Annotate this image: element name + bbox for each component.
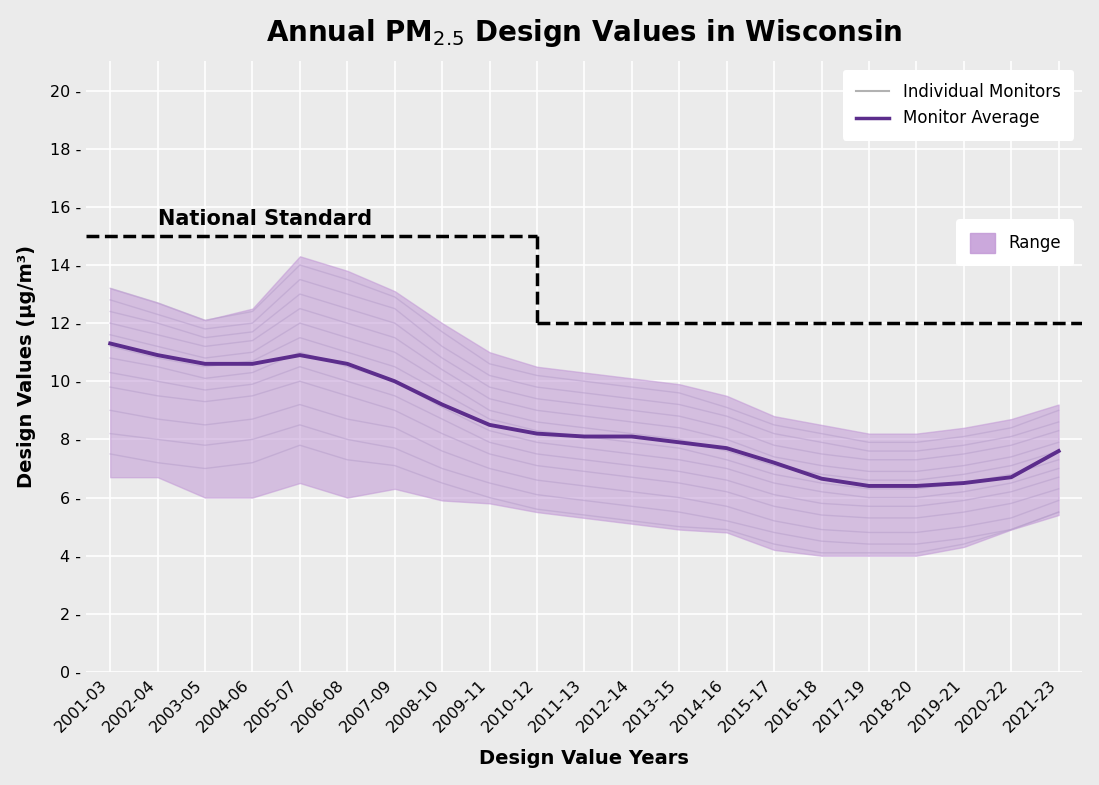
Text: National Standard: National Standard xyxy=(157,209,371,228)
Title: Annual PM$_{2.5}$ Design Values in Wisconsin: Annual PM$_{2.5}$ Design Values in Wisco… xyxy=(266,16,902,49)
X-axis label: Design Value Years: Design Value Years xyxy=(479,750,689,769)
Y-axis label: Design Values (μg/m³): Design Values (μg/m³) xyxy=(16,245,35,488)
Legend: Range: Range xyxy=(956,219,1074,266)
